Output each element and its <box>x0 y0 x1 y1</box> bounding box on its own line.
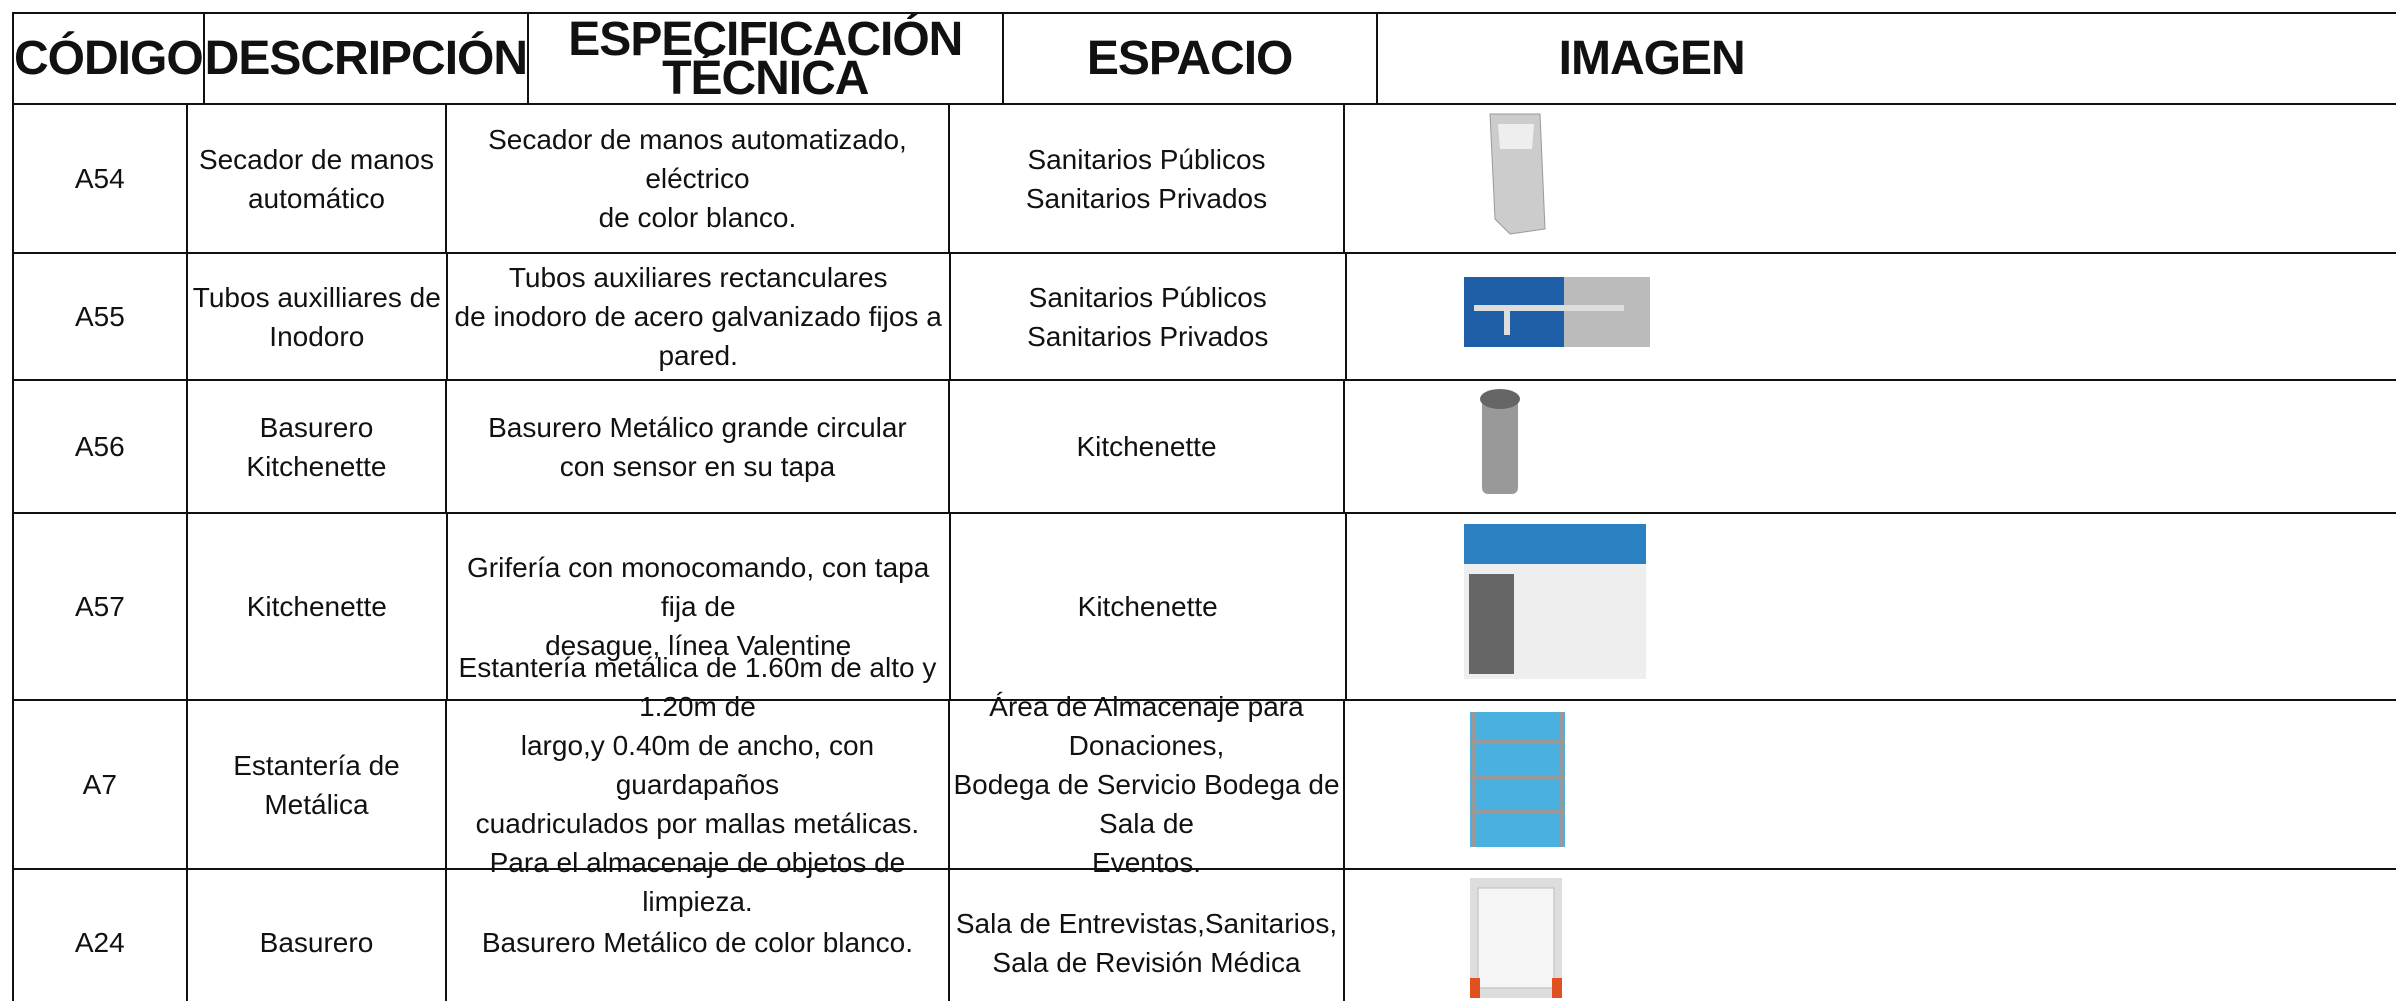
space-cell: Kitchenette <box>951 514 1347 699</box>
image-cell <box>1347 254 2396 379</box>
header-cell: IMAGEN <box>1378 14 2396 103</box>
description-text: Estantería de Metálica <box>233 749 400 820</box>
header-text: ESPACIO <box>1086 32 1293 85</box>
description-cell: Secador de manos automático <box>188 105 448 252</box>
header-text: CÓDIGO <box>14 32 204 85</box>
image-cell <box>1347 514 2396 699</box>
code-text: A56 <box>74 431 125 462</box>
description-text: Secador de manos <box>198 143 434 175</box>
description-cell: Basurero Kitchenette <box>188 381 448 512</box>
table-row: A54 Secador de manos automático Secador de … <box>12 105 2396 254</box>
space-cell: Área de Almacenaje para Donaciones, Bodeg… <box>950 691 1346 878</box>
image-cell <box>1345 381 2396 512</box>
space-text: Sanitarios Privados <box>1027 320 1269 352</box>
code-cell: A54 <box>12 105 188 252</box>
header-text: ESPECIFICACIÓN TÉCNICA <box>568 12 963 105</box>
code-cell: A7 <box>12 701 188 868</box>
header-cell: DESCRIPCIÓN <box>204 14 530 103</box>
header-cell: CÓDIGO <box>12 14 205 103</box>
space-text: Bodega de Servicio Bodega de Sala de <box>953 769 1340 839</box>
description-text: Tubos auxilliares de <box>192 281 441 313</box>
product-image <box>1470 877 1563 1001</box>
spec-text: Estantería metálica de 1.60m de alto y 1… <box>458 652 937 722</box>
code-text: A7 <box>82 769 117 800</box>
space-text: Sala de Revisión Médica <box>992 946 1301 978</box>
space-text: Kitchenette <box>1077 591 1218 622</box>
description-cell: Tubos auxilliares de Inodoro <box>188 254 448 379</box>
header-text: DESCRIPCIÓN <box>204 32 528 85</box>
space-text: Área de Almacenaje para Donaciones, <box>989 691 1304 761</box>
spec-text: Secador de manos automatizado, eléctrico <box>488 124 907 194</box>
image-cell <box>1345 701 2396 868</box>
space-text: Sanitarios Públicos <box>1028 281 1267 313</box>
code-text: A57 <box>74 591 125 622</box>
image-cell <box>1345 105 2396 252</box>
code-cell: A24 <box>12 870 188 1001</box>
space-text: Kitchenette <box>1076 431 1217 462</box>
code-cell: A55 <box>12 254 188 379</box>
product-image <box>1463 524 1646 689</box>
space-cell: Sala de Entrevistas,Sanitarios, Sala de R… <box>950 870 1346 1001</box>
spec-text: con sensor en su tapa <box>559 450 836 482</box>
spec-text: Grifería con monocomando, con tapa fija … <box>467 552 930 622</box>
table-row: A55 Tubos auxilliares de Inodoro Tubos auxi… <box>12 254 2396 381</box>
description-cell: Basurero <box>188 870 448 1001</box>
table-row: A56 Basurero Kitchenette Basurero Metálico… <box>12 381 2396 514</box>
code-text: A55 <box>74 301 125 332</box>
space-text: Eventos. <box>1092 847 1201 878</box>
spec-cell: Basurero Metálico grande circular con sen… <box>447 381 950 512</box>
description-cell: Estantería de Metálica <box>188 701 448 868</box>
spec-text: Basurero Metálico grande circular <box>488 411 907 443</box>
product-image <box>1470 384 1530 509</box>
space-text: Sanitarios Privados <box>1025 182 1268 214</box>
product-image <box>1470 712 1566 857</box>
image-cell <box>1345 870 2396 1001</box>
product-image <box>1470 109 1560 249</box>
product-image <box>1463 276 1650 357</box>
spec-cell: Estantería metálica de 1.60m de alto y 1… <box>447 652 950 917</box>
spec-cell: Secador de manos automatizado, eléctrico… <box>447 105 950 252</box>
space-cell: Kitchenette <box>950 381 1346 512</box>
spec-text: Tubos auxiliares rectanculares <box>508 262 888 293</box>
spec-text: desague, línea Valentine <box>545 630 852 661</box>
description-text: Basurero Kitchenette <box>246 411 387 482</box>
table-row: A57 Kitchenette Grifería con monocomando, … <box>12 514 2396 701</box>
header-row: CÓDIGO DESCRIPCIÓN ESPECIFICACIÓN TÉCNICA E… <box>12 12 2396 105</box>
description-text: Inodoro <box>269 320 365 352</box>
table: CÓDIGO DESCRIPCIÓN ESPECIFICACIÓN TÉCNICA E… <box>12 12 2396 1001</box>
space-text: Sala de Entrevistas,Sanitarios, <box>955 907 1338 939</box>
code-cell: A56 <box>12 381 188 512</box>
space-text: Sanitarios Públicos <box>1027 143 1266 175</box>
table-row: A24 Basurero Basurero Metálico de color bl… <box>12 870 2396 1001</box>
description-text: Basurero <box>259 927 374 958</box>
space-cell: Sanitarios Públicos Sanitarios Privados <box>950 105 1346 252</box>
table-row: A7 Estantería de Metálica Estantería metál… <box>12 652 2396 917</box>
spec-text: largo,y 0.40m de ancho, con guardapaños <box>520 730 875 800</box>
code-cell: A57 <box>12 514 188 699</box>
spec-text: Basurero Metálico de color blanco. <box>481 927 913 958</box>
header-cell: ESPACIO <box>1004 14 1378 103</box>
spec-cell: Grifería con monocomando, con tapa fija … <box>448 514 951 699</box>
header-text: IMAGEN <box>1558 32 1746 85</box>
spec-cell: Basurero Metálico de color blanco. <box>447 870 950 1001</box>
description-cell: Kitchenette <box>188 514 448 699</box>
spec-text: cuadriculados por mallas metálicas. <box>475 808 920 839</box>
header-cell: ESPECIFICACIÓN TÉCNICA <box>529 14 1004 103</box>
spec-text: de color blanco. <box>598 202 797 233</box>
spec-cell: Tubos auxiliares rectanculares de inodoro… <box>448 254 951 379</box>
code-text: A24 <box>74 927 125 958</box>
space-cell: Sanitarios Públicos Sanitarios Privados <box>951 254 1347 379</box>
description-text: Kitchenette <box>246 591 387 622</box>
spec-text: de inodoro de acero galvanizado fijos a … <box>454 301 942 371</box>
spec-text: Para el almacenaje de objetos de limpiez… <box>489 847 906 917</box>
description-text: automático <box>247 182 385 214</box>
code-text: A54 <box>74 163 125 194</box>
